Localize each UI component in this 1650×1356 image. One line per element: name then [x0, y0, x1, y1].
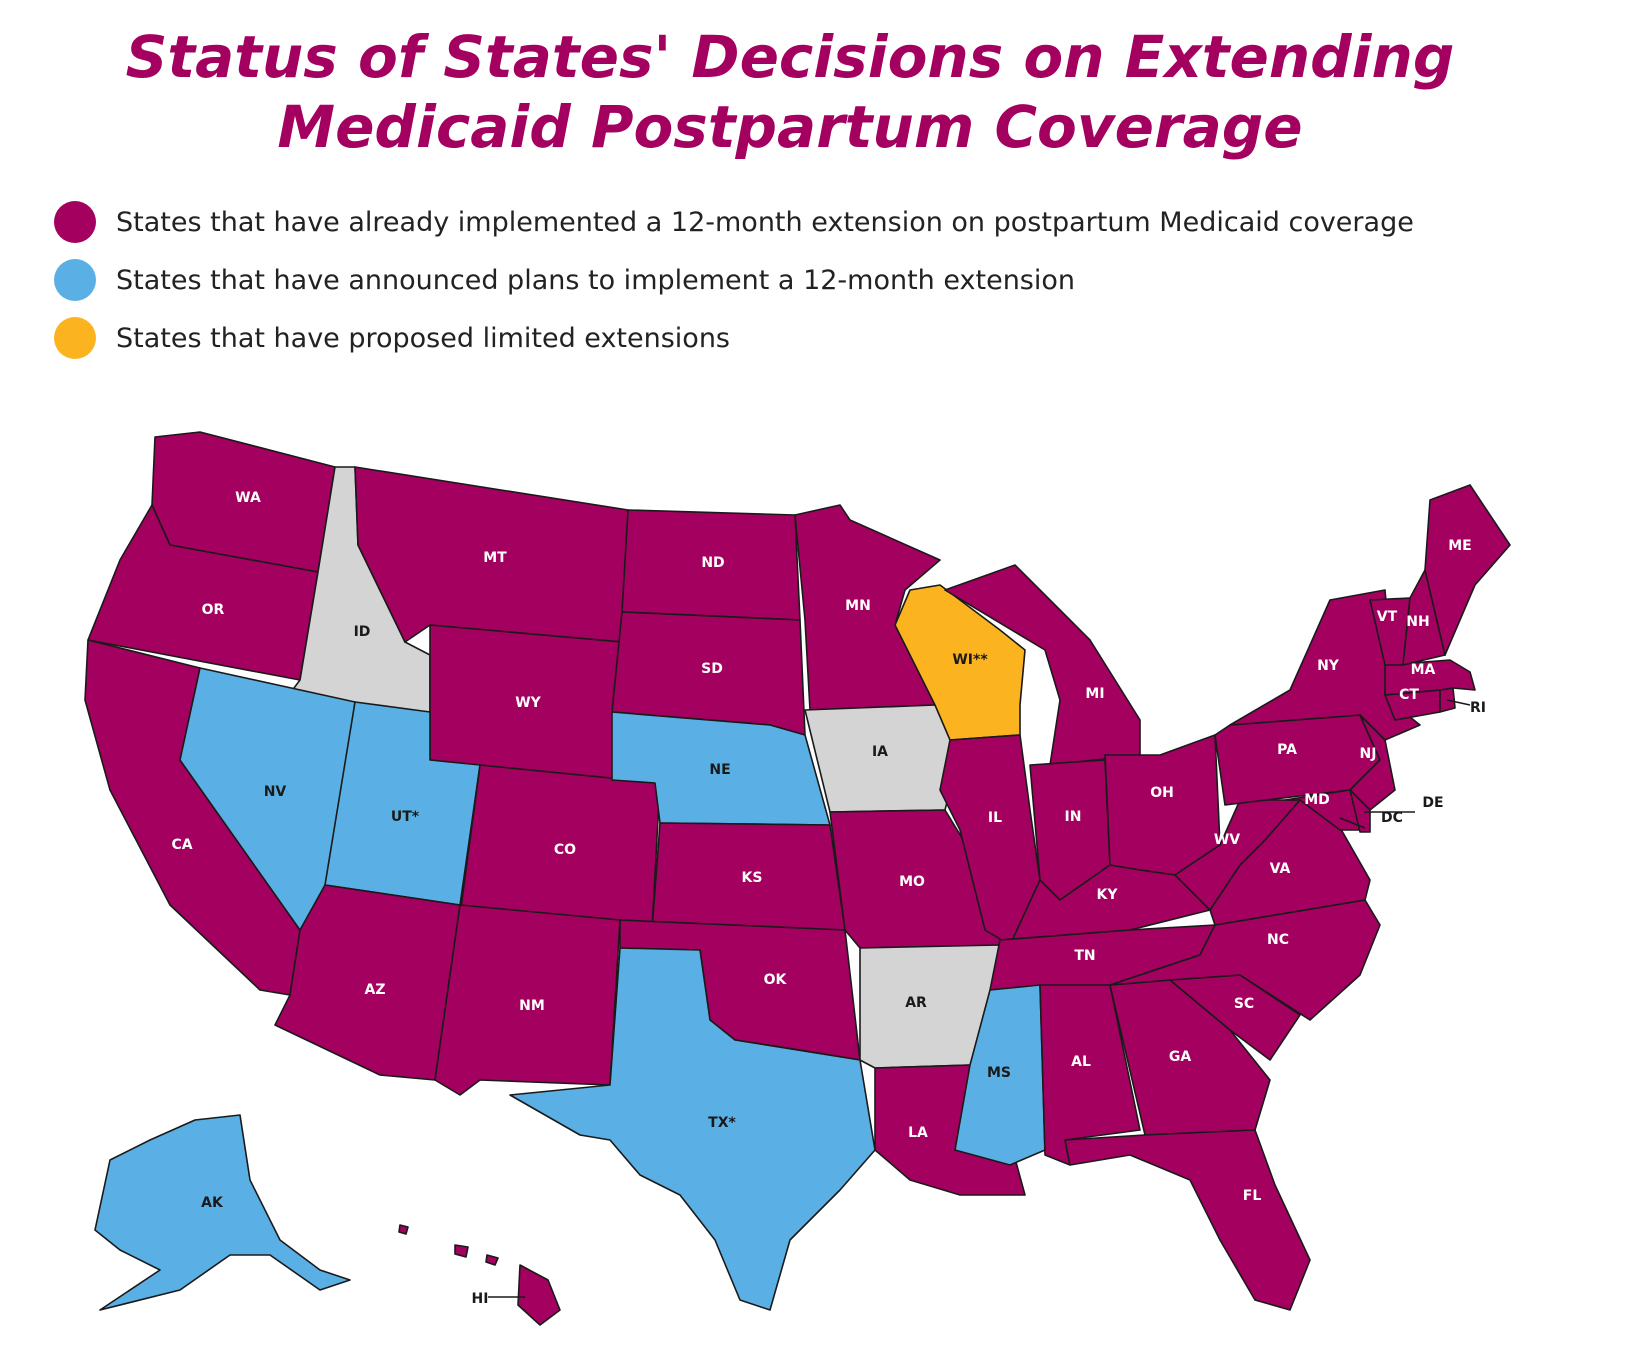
leader-lines [488, 699, 1471, 1298]
legend-label-limited: States that have proposed limited extens… [116, 322, 730, 354]
label-mo: MO [899, 874, 925, 890]
label-ct: CT [1399, 687, 1419, 703]
state-de[interactable] [1349, 789, 1371, 833]
state-me[interactable] [1424, 484, 1511, 656]
state-labels: WA OR CA ID NV MT WY UT* CO AZ NM ND SD … [171, 490, 1486, 1307]
label-ok: OK [764, 972, 788, 988]
legend-swatch-announced [54, 259, 96, 301]
legend-item-implemented: States that have already implemented a 1… [54, 201, 1414, 243]
label-tn: TN [1074, 948, 1095, 964]
legend-swatch-limited [54, 317, 96, 359]
label-wi: WI** [952, 652, 988, 668]
label-mt: MT [483, 550, 507, 566]
label-sd: SD [701, 661, 723, 677]
label-ks: KS [742, 870, 763, 886]
label-al: AL [1071, 1054, 1091, 1070]
state-mn[interactable] [794, 504, 941, 711]
label-nv: NV [264, 784, 287, 800]
label-nc: NC [1267, 932, 1289, 948]
label-fl: FL [1243, 1188, 1262, 1204]
label-vt: VT [1377, 609, 1398, 625]
legend-label-implemented: States that have already implemented a 1… [116, 206, 1414, 238]
label-ut: UT* [391, 809, 420, 825]
state-tx[interactable] [509, 947, 876, 1311]
label-id: ID [354, 624, 371, 640]
state-hi[interactable] [398, 1224, 561, 1326]
label-il: IL [988, 810, 1002, 826]
label-nm: NM [519, 998, 545, 1014]
label-az: AZ [365, 982, 386, 998]
label-co: CO [554, 842, 576, 858]
label-ky: KY [1097, 887, 1119, 903]
label-ne: NE [709, 762, 730, 778]
label-md: MD [1304, 792, 1330, 808]
label-ma: MA [1411, 662, 1436, 678]
label-va: VA [1270, 861, 1291, 877]
legend: States that have already implemented a 1… [54, 201, 1414, 376]
label-oh: OH [1150, 785, 1174, 801]
label-nj: NJ [1360, 746, 1377, 762]
title-line-2: Medicaid Postpartum Coverage [277, 93, 1303, 161]
label-me: ME [1448, 538, 1472, 554]
label-ia: IA [872, 744, 888, 760]
label-tx: TX* [708, 1115, 736, 1131]
label-dc: DC [1381, 810, 1403, 826]
label-wv: WV [1214, 832, 1240, 848]
label-nh: NH [1406, 614, 1429, 630]
legend-swatch-implemented [54, 201, 96, 243]
label-mi: MI [1085, 686, 1104, 702]
label-ms: MS [987, 1065, 1011, 1081]
label-hi: HI [472, 1291, 489, 1307]
label-ny: NY [1317, 658, 1340, 674]
legend-item-announced: States that have announced plans to impl… [54, 259, 1414, 301]
state-fl[interactable] [1064, 1129, 1311, 1311]
legend-label-announced: States that have announced plans to impl… [116, 264, 1076, 296]
label-de: DE [1422, 795, 1443, 811]
label-or: OR [202, 602, 225, 618]
state-wi[interactable] [894, 584, 1026, 741]
state-shapes [84, 431, 1511, 1326]
label-la: LA [908, 1125, 928, 1141]
label-ak: AK [201, 1195, 224, 1211]
state-oh[interactable] [1104, 734, 1221, 876]
label-wy: WY [515, 695, 541, 711]
label-sc: SC [1234, 996, 1254, 1012]
state-ak[interactable] [94, 1114, 351, 1311]
label-ri: RI [1470, 700, 1486, 716]
label-ar: AR [905, 995, 927, 1011]
label-mn: MN [845, 598, 871, 614]
page-title: Status of States' Decisions on Extending… [0, 22, 1580, 162]
label-wa: WA [235, 490, 261, 506]
legend-item-limited: States that have proposed limited extens… [54, 317, 1414, 359]
label-in: IN [1065, 809, 1082, 825]
label-pa: PA [1277, 742, 1297, 758]
title-line-1: Status of States' Decisions on Extending [125, 23, 1455, 91]
leader-dc [1339, 817, 1366, 829]
label-nd: ND [701, 555, 724, 571]
state-mi[interactable] [944, 564, 1141, 766]
state-ma[interactable] [1384, 659, 1476, 696]
label-ga: GA [1169, 1049, 1191, 1065]
leader-ri [1446, 699, 1471, 706]
label-ca: CA [171, 837, 192, 853]
